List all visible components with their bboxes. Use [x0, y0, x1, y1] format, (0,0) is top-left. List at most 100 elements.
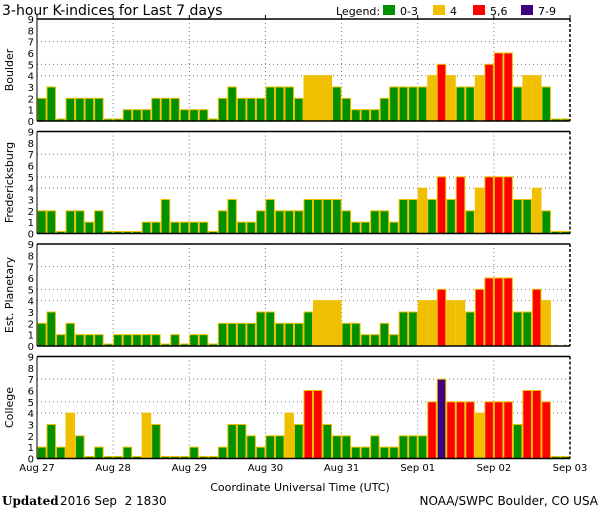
legend-swatch [433, 5, 445, 15]
legend-item-label: 7-9 [538, 5, 556, 18]
bar [141, 412, 152, 459]
bar [541, 210, 551, 234]
bar [217, 446, 228, 459]
bar [284, 322, 294, 347]
bar [322, 300, 333, 347]
bar [65, 97, 76, 122]
bar [484, 176, 494, 234]
bar [379, 210, 390, 234]
bar [493, 401, 504, 460]
bar [113, 334, 123, 347]
x-tick-label: Sep 01 [400, 463, 435, 474]
y-tick-label: 5 [28, 398, 34, 409]
bar [493, 176, 504, 234]
bar [360, 221, 371, 235]
legend-item-label: 5,6 [490, 5, 508, 18]
legend-swatch [473, 5, 485, 15]
bar [351, 322, 361, 347]
legend-swatch [383, 5, 395, 15]
bar [46, 311, 57, 347]
bar [189, 334, 199, 347]
bar [255, 210, 266, 234]
bar [122, 446, 133, 459]
bar [246, 221, 256, 235]
bar [474, 288, 485, 347]
bar [341, 322, 352, 347]
bar [493, 52, 504, 122]
bar [179, 221, 190, 235]
bar [512, 86, 523, 122]
bar [37, 322, 47, 347]
bar [75, 334, 85, 347]
bar [351, 109, 361, 122]
bar [189, 446, 199, 459]
bar [493, 277, 504, 347]
x-tick-label: Sep 02 [476, 463, 511, 474]
y-tick-label: 9 [28, 240, 34, 251]
y-tick-label: 3 [28, 421, 34, 432]
bar [541, 86, 551, 122]
bar [503, 176, 513, 234]
bar [84, 334, 95, 347]
x-tick-label: Sep 03 [553, 463, 588, 474]
legend-item-label: 4 [450, 5, 457, 18]
bar [322, 75, 333, 122]
bar [408, 199, 418, 234]
y-tick-label: 5 [28, 60, 34, 71]
y-tick-label: 7 [28, 263, 34, 274]
bar [94, 97, 104, 122]
bar [503, 52, 513, 122]
bar [170, 97, 180, 122]
bar [427, 75, 437, 122]
bar [379, 322, 390, 347]
bar [37, 446, 47, 459]
bar [436, 63, 447, 122]
y-tick-label: 7 [28, 38, 34, 49]
source-credit: NOAA/SWPC Boulder, CO USA [420, 494, 599, 508]
bar [351, 221, 361, 235]
bar-missing [555, 344, 557, 346]
bar [541, 300, 551, 347]
bar [132, 334, 142, 347]
y-tick-label: 9 [28, 128, 34, 139]
bar [255, 97, 266, 122]
bar [332, 435, 342, 460]
bar [408, 435, 418, 460]
y-tick-label: 8 [28, 364, 34, 375]
bar [436, 288, 447, 347]
bar [465, 311, 475, 347]
bar [455, 86, 466, 122]
bar [503, 277, 513, 347]
bar [293, 424, 304, 459]
bar [427, 300, 437, 347]
x-tick-label: Aug 29 [172, 463, 207, 474]
bar [227, 199, 237, 234]
bar [370, 435, 380, 460]
bar [284, 210, 294, 234]
bar [389, 86, 399, 122]
bar [236, 424, 247, 459]
y-tick-label: 6 [28, 49, 34, 60]
bar [293, 97, 304, 122]
bar [341, 97, 352, 122]
bar [75, 435, 85, 460]
panel-label: Est. Planetary [3, 256, 16, 333]
y-tick-label: 6 [28, 274, 34, 285]
bar [151, 334, 161, 347]
bar [408, 311, 418, 347]
bar [531, 187, 542, 235]
y-tick-label: 1 [28, 106, 34, 117]
bar [141, 221, 152, 235]
bar [265, 86, 275, 122]
bar [217, 97, 228, 122]
bar [417, 435, 428, 460]
bar [236, 221, 247, 235]
x-axis-title: Coordinate Universal Time (UTC) [210, 481, 390, 494]
y-tick-label: 7 [28, 375, 34, 386]
y-tick-label: 6 [28, 162, 34, 173]
bar [303, 311, 314, 347]
bar [293, 210, 304, 234]
y-tick-label: 2 [28, 94, 34, 105]
bar [265, 435, 275, 460]
